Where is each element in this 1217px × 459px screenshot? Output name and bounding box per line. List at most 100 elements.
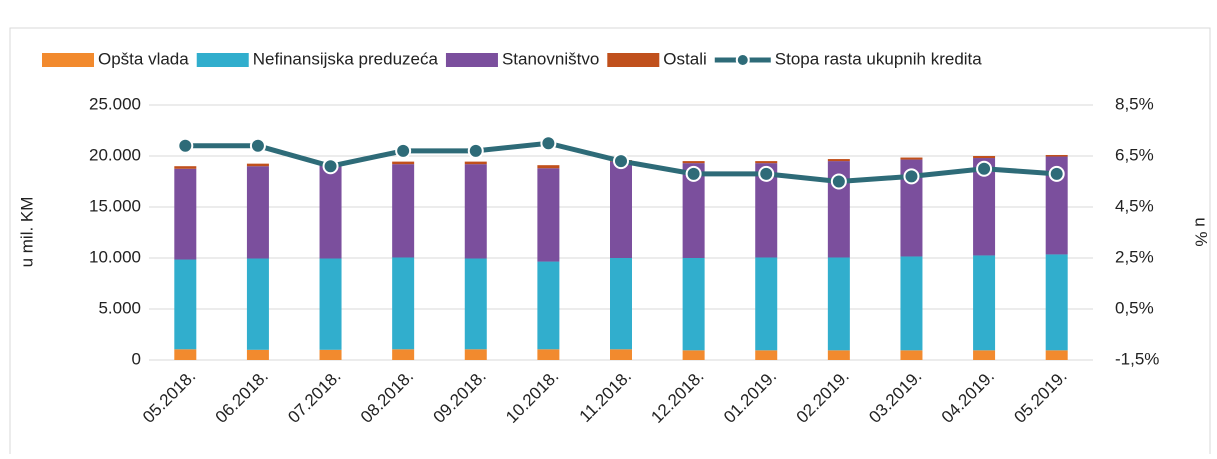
bar-segment [755, 350, 778, 360]
line-marker [322, 158, 339, 175]
x-tick-label: 01.2019. [720, 367, 780, 427]
line-marker [1048, 165, 1065, 182]
x-tick-label: 09.2018. [430, 367, 490, 427]
bar-segment [537, 165, 560, 169]
bar-segment [755, 161, 778, 164]
legend-label: Nefinansijska preduzeća [253, 49, 439, 68]
bar-segment [392, 349, 415, 360]
bar-segment [319, 165, 342, 259]
bar-segment [319, 349, 342, 360]
bar-segment [682, 161, 705, 164]
y2-tick-label: -1,5% [1115, 349, 1159, 368]
bar-segment [755, 163, 778, 258]
bar-segment [464, 161, 487, 165]
bar-segment [174, 168, 197, 260]
bar-segment [464, 258, 487, 350]
bar-segment [537, 349, 560, 360]
bar-segment [900, 256, 923, 351]
bar-segment [973, 350, 996, 360]
y2-tick-label: 8,5% [1115, 94, 1154, 113]
bar-segment [174, 166, 197, 169]
legend-label: Opšta vlada [98, 49, 189, 68]
y-tick-label: 15.000 [89, 196, 141, 215]
bar-segment [827, 159, 850, 162]
bar-segment [1045, 254, 1068, 351]
bar-segment [246, 349, 269, 360]
y2-axis-label: u % [1192, 217, 1211, 246]
line-marker [685, 165, 702, 182]
bar-segment [1045, 154, 1068, 157]
bar-segment [973, 255, 996, 351]
line-marker [177, 137, 194, 154]
bar-segment [1045, 156, 1068, 255]
bar-segment [246, 258, 269, 350]
line-marker [467, 142, 484, 159]
y-tick-label: 10.000 [89, 247, 141, 266]
bar-segment [537, 168, 560, 262]
y2-tick-label: 0,5% [1115, 298, 1154, 317]
x-tick-label: 08.2018. [357, 367, 417, 427]
bar-segment [900, 157, 923, 160]
bar-segment [827, 257, 850, 351]
x-tick-label: 05.2019. [1010, 367, 1070, 427]
y-tick-label: 5.000 [98, 298, 141, 317]
x-tick-label: 07.2018. [284, 367, 344, 427]
bar-segment [392, 164, 415, 258]
bar-segment [973, 158, 996, 256]
legend-swatch [42, 53, 94, 67]
bar-segment [174, 349, 197, 360]
x-tick-label: 06.2018. [212, 367, 272, 427]
legend-label: Stanovništvo [502, 49, 599, 68]
bar-segment [464, 164, 487, 259]
bar-segment [174, 259, 197, 350]
bar-segment [246, 166, 269, 259]
bar-segment [392, 161, 415, 165]
x-tick-label: 05.2018. [139, 367, 199, 427]
chart-border [9, 27, 1211, 459]
x-tick-label: 04.2019. [938, 367, 998, 427]
line-marker [976, 160, 993, 177]
bar-segment [900, 159, 923, 257]
bar-segment [610, 258, 632, 350]
y-axis-label: u mil. KM [17, 197, 36, 268]
bar-segment [682, 350, 705, 360]
x-tick-label: 02.2019. [793, 367, 853, 427]
bar-segment [973, 156, 996, 159]
bar-segment [1045, 350, 1068, 360]
bar-segment [319, 258, 342, 350]
bar-segment [610, 349, 632, 360]
bar-segment [682, 163, 705, 258]
line-marker [395, 142, 412, 159]
bar-segment [682, 258, 705, 351]
legend-swatch [196, 53, 249, 67]
y2-tick-label: 6,5% [1115, 145, 1154, 164]
bar-segment [900, 350, 923, 360]
legend-label: Ostali [663, 49, 706, 68]
y-tick-label: 25.000 [89, 94, 141, 113]
x-tick-label: 10.2018. [502, 367, 562, 427]
y2-tick-label: 4,5% [1115, 196, 1154, 215]
legend-swatch [445, 53, 498, 67]
legend-swatch [607, 53, 660, 67]
bar-segment [610, 161, 632, 258]
bar-segment [755, 257, 778, 351]
y-tick-label: 20.000 [89, 145, 141, 164]
line-marker [540, 135, 557, 152]
bar-segment [246, 163, 269, 167]
y-tick-label: 0 [132, 349, 141, 368]
legend-swatch [735, 53, 750, 67]
line-marker [613, 153, 629, 170]
x-tick-label: 03.2019. [865, 367, 925, 427]
line-marker [758, 165, 775, 182]
bar-segment [827, 350, 850, 360]
line-marker [249, 137, 266, 154]
line-marker [830, 173, 847, 190]
legend-label: Stopa rasta ukupnih kredita [775, 49, 983, 68]
line-marker [903, 168, 920, 185]
bar-segment [464, 349, 487, 360]
bar-segment [392, 257, 415, 350]
y2-tick-label: 2,5% [1115, 247, 1154, 266]
x-tick-label: 12.2018. [647, 367, 707, 427]
